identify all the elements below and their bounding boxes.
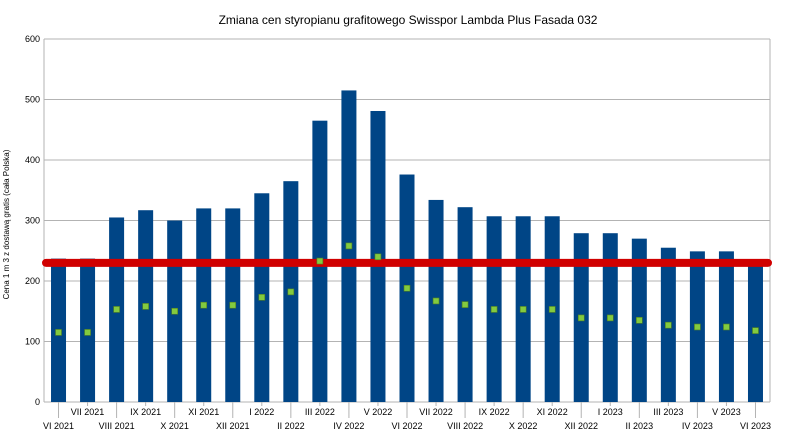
marker-point <box>752 327 759 334</box>
x-tick-label: XII 2021 <box>216 421 250 431</box>
x-axis-ticks: VI 2021 VII 2021 VIII 2021 IX 2021 X 2021 XI … <box>43 402 771 431</box>
y-tick-label: 300 <box>25 216 40 226</box>
marker-point <box>519 306 527 313</box>
y-tick-label: 0 <box>35 397 40 407</box>
x-tick-label: V 2023 <box>712 407 741 417</box>
x-tick-label: XI 2022 <box>537 407 568 417</box>
marker-point <box>403 284 411 292</box>
y-axis-label: Cena 1 m 3 z dostawą gratis (cała Polska… <box>2 149 11 299</box>
bar-series <box>51 90 763 403</box>
marker-point <box>606 314 614 322</box>
marker-point <box>374 253 382 261</box>
marker-point <box>258 294 266 301</box>
marker-point <box>577 314 585 322</box>
marker-point <box>113 306 120 313</box>
y-tick-label: 600 <box>25 34 40 44</box>
marker-point <box>461 301 469 308</box>
marker-point <box>316 257 324 265</box>
marker-point <box>200 301 208 309</box>
marker-point <box>665 321 672 329</box>
x-tick-label: VI 2021 <box>43 421 74 431</box>
marker-point <box>636 317 643 324</box>
x-tick-label: XI 2021 <box>188 407 219 417</box>
marker-point <box>171 307 178 315</box>
x-tick-label: IV 2023 <box>682 421 713 431</box>
x-tick-label: III 2022 <box>305 407 335 417</box>
marker-series <box>55 242 759 336</box>
x-tick-label: I 2022 <box>249 407 274 417</box>
y-tick-label: 200 <box>25 276 40 286</box>
x-tick-label: XII 2022 <box>564 421 598 431</box>
x-tick-label: X 2021 <box>160 421 189 431</box>
x-tick-label: IX 2021 <box>130 407 161 417</box>
y-tick-label: 400 <box>25 155 40 165</box>
x-tick-label: V 2022 <box>364 407 393 417</box>
x-tick-label: IX 2022 <box>479 407 510 417</box>
marker-point <box>287 288 295 296</box>
chart-title: Zmiana cen styropianu grafitowego Swissp… <box>219 13 598 27</box>
y-tick-label: 500 <box>25 95 40 105</box>
marker-point <box>490 306 498 313</box>
marker-point <box>723 323 730 331</box>
x-tick-label: VIII 2022 <box>447 421 483 431</box>
marker-point <box>142 303 149 310</box>
x-tick-label: VII 2022 <box>419 407 453 417</box>
x-tick-label: IV 2022 <box>333 421 364 431</box>
marker-point <box>432 297 440 305</box>
marker-point <box>55 329 62 336</box>
marker-point <box>694 323 701 331</box>
x-tick-label: III 2023 <box>653 407 683 417</box>
marker-point <box>84 329 91 336</box>
marker-point <box>345 242 353 250</box>
x-tick-label: VIII 2021 <box>99 421 135 431</box>
marker-point <box>548 306 556 313</box>
y-tick-label: 100 <box>25 337 40 347</box>
x-tick-label: VI 2023 <box>740 421 771 431</box>
marker-point <box>229 301 237 309</box>
x-tick-label: II 2023 <box>626 421 654 431</box>
x-tick-label: II 2022 <box>277 421 305 431</box>
y-axis-ticks: 0 100 200 300 400 500 600 <box>25 34 40 407</box>
x-tick-label: VII 2021 <box>71 407 105 417</box>
x-tick-label: X 2022 <box>509 421 538 431</box>
x-tick-label: I 2023 <box>598 407 623 417</box>
x-tick-label: VI 2022 <box>391 421 422 431</box>
